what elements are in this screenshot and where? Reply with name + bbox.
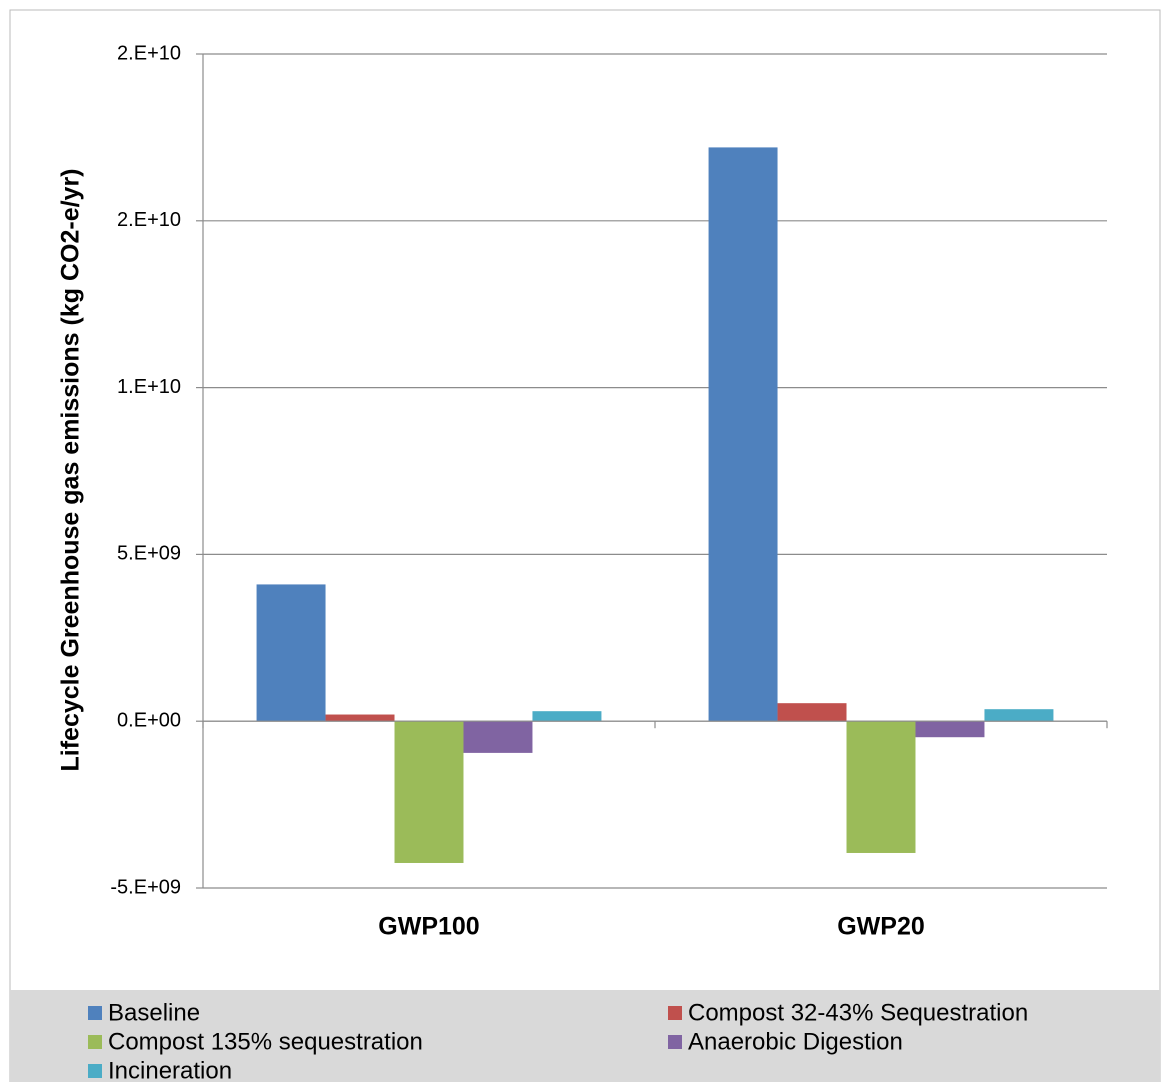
legend-label: Baseline [108,999,200,1026]
y-tick-label: 1.E+10 [117,376,181,398]
y-tick-label: 2.E+10 [117,209,181,231]
legend-area [10,990,1160,1082]
y-tick-label: 0.E+00 [117,709,181,731]
bar [846,721,916,853]
bar [708,147,778,722]
y-tick-label: 5.E+09 [117,543,181,565]
x-tick-label: GWP20 [837,913,925,941]
legend-label: Incineration [108,1057,232,1082]
y-axis-label: Lifecycle Greenhouse gas emissions (kg C… [57,168,85,771]
y-tick-label: 2.E+10 [117,42,181,64]
bar [394,721,464,863]
legend-label: Compost 32-43% Sequestration [688,999,1028,1026]
legend-swatch [668,1035,682,1049]
legend-swatch [668,1006,682,1020]
legend-swatch [88,1006,102,1020]
bar [463,721,533,753]
legend-label: Compost 135% sequestration [108,1028,423,1055]
legend-label: Anaerobic Digestion [688,1028,903,1055]
chart-frame [9,9,1161,1082]
legend-swatch [88,1035,102,1049]
bar [984,709,1054,722]
bar [777,703,847,722]
legend-swatch [88,1064,102,1078]
bar [532,711,602,722]
bar [325,714,395,722]
y-tick-label: -5.E+09 [110,876,181,898]
bar [256,584,326,722]
bar [915,721,985,738]
x-tick-label: GWP100 [378,913,479,941]
